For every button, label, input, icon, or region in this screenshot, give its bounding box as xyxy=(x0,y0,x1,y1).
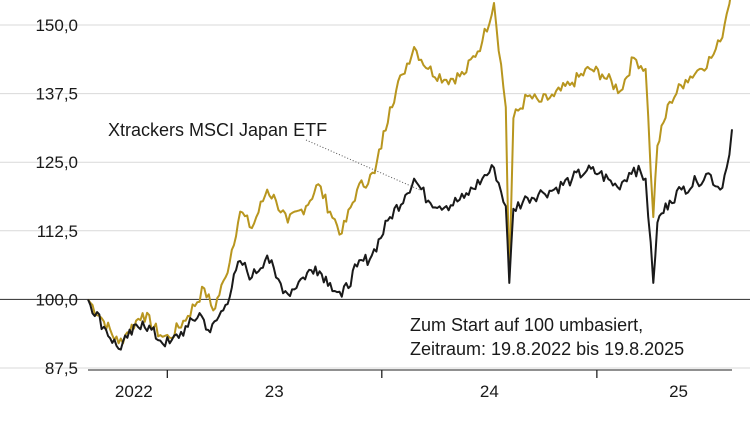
series-lines xyxy=(87,0,733,351)
note-line-1: Zum Start auf 100 umbasiert, xyxy=(410,315,643,335)
series-line-xtrackers xyxy=(87,129,733,351)
series-line-gold xyxy=(87,0,731,345)
y-tick-label: 87,5 xyxy=(45,359,78,378)
gridlines xyxy=(0,24,750,369)
x-tick-label: 25 xyxy=(669,382,688,401)
y-tick-label: 137,5 xyxy=(35,85,78,104)
note-line-2: Zeitraum: 19.8.2022 bis 19.8.2025 xyxy=(410,339,684,359)
series-label-xtrackers: Xtrackers MSCI Japan ETF xyxy=(108,120,327,140)
y-tick-label: 112,5 xyxy=(37,222,78,241)
annotations: Xtrackers MSCI Japan ETF Zum Start auf 1… xyxy=(108,120,684,359)
y-tick-label: 125,0 xyxy=(35,153,78,172)
y-tick-label: 150,0 xyxy=(35,16,78,35)
x-tick-label: 24 xyxy=(480,382,499,401)
y-axis-ticks: 150,0 137,5 125,0 112,5 100,0 87,5 xyxy=(35,16,78,378)
y-tick-label: 100,0 xyxy=(35,290,78,309)
x-tick-label: 2022 xyxy=(115,382,153,401)
x-axis: 2022 23 24 25 xyxy=(88,369,732,401)
x-tick-label: 23 xyxy=(265,382,284,401)
